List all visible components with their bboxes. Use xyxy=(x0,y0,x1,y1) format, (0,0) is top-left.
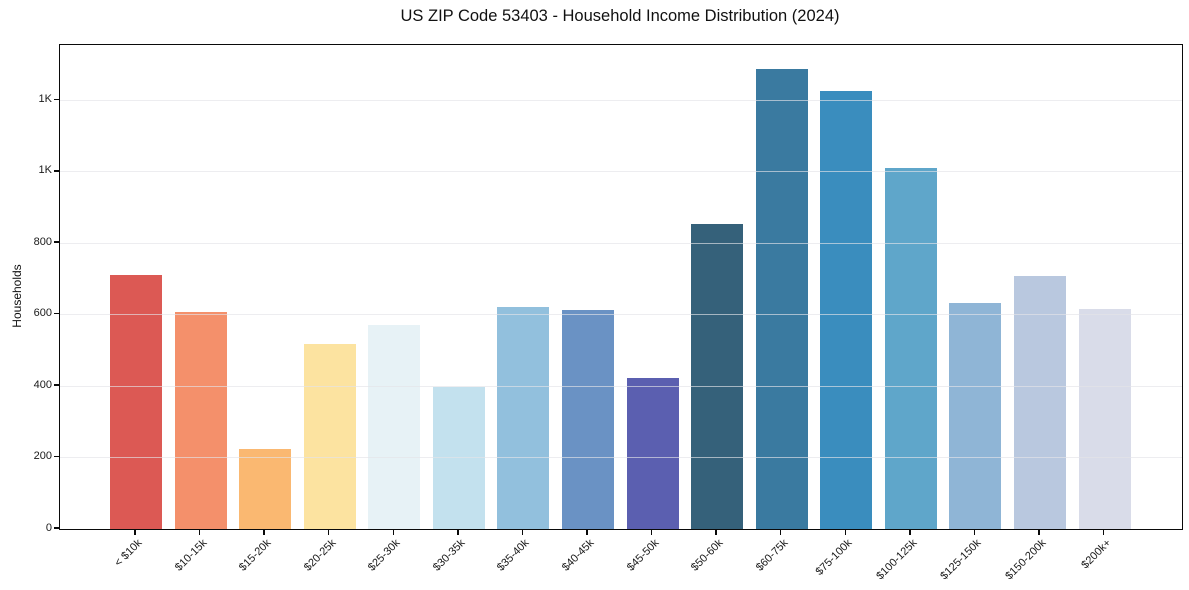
x-tick-mark xyxy=(844,529,847,535)
y-tick-mark xyxy=(54,98,59,101)
bar xyxy=(1013,276,1066,529)
bar xyxy=(239,448,292,529)
y-tick-label: 400 xyxy=(33,378,52,391)
x-tick-mark xyxy=(198,529,201,535)
x-tick-mark xyxy=(973,529,976,535)
bar xyxy=(110,275,162,529)
y-tick-mark xyxy=(54,455,59,458)
x-tick-mark xyxy=(779,529,782,535)
x-tick-mark xyxy=(263,529,265,535)
bar xyxy=(174,312,227,529)
bar xyxy=(1078,309,1131,529)
x-tick-mark xyxy=(586,529,588,535)
bar xyxy=(561,310,614,529)
y-tick-label: 0 xyxy=(45,521,52,534)
gridline xyxy=(60,457,1182,459)
y-tick-label: 600 xyxy=(33,307,52,320)
gridline xyxy=(60,242,1182,244)
y-tick-label: 1K xyxy=(38,164,52,177)
x-tick-mark xyxy=(650,529,653,535)
chart-title: US ZIP Code 53403 - Household Income Dis… xyxy=(400,7,840,25)
bar xyxy=(755,68,808,529)
y-tick-mark xyxy=(54,527,59,529)
x-tick-label: < $10k xyxy=(112,537,145,570)
x-tick-mark xyxy=(1102,529,1105,535)
bar xyxy=(884,167,937,529)
bar xyxy=(368,325,421,529)
x-tick-mark xyxy=(327,529,330,535)
x-tick-mark xyxy=(1038,529,1040,535)
bar xyxy=(303,343,356,529)
x-tick-mark xyxy=(134,529,136,535)
x-tick-mark xyxy=(715,529,717,535)
y-tick-mark xyxy=(54,312,59,315)
y-tick-label: 200 xyxy=(33,450,52,463)
plot-area xyxy=(59,44,1183,530)
x-tick-mark xyxy=(521,529,524,535)
x-tick-mark xyxy=(909,529,911,535)
x-tick-mark xyxy=(392,529,395,535)
y-tick-label: 800 xyxy=(33,235,52,248)
bar xyxy=(497,307,550,529)
bar xyxy=(626,377,679,529)
y-tick-mark xyxy=(54,384,59,386)
bar xyxy=(691,224,744,529)
gridline xyxy=(60,99,1182,101)
y-tick-mark xyxy=(54,170,59,172)
gridline xyxy=(60,385,1182,387)
bar xyxy=(820,91,873,529)
gridline xyxy=(60,314,1182,316)
bar xyxy=(949,303,1002,529)
y-tick-label: 1K xyxy=(38,92,52,105)
gridline xyxy=(60,171,1182,173)
y-tick-mark xyxy=(54,241,59,243)
x-tick-mark xyxy=(457,529,459,535)
